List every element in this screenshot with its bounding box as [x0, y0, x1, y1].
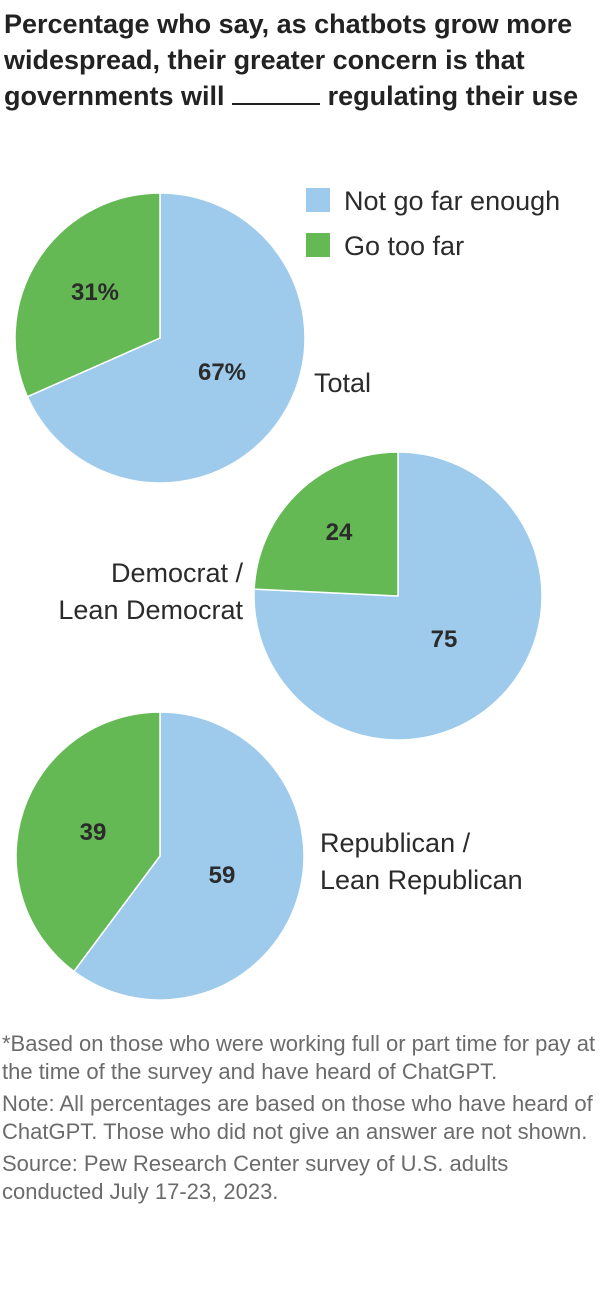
pie-value-label-2-0: 59 — [209, 862, 236, 889]
pie-series-label-line: Republican / — [320, 828, 471, 858]
title-blank — [232, 81, 321, 105]
pie-slice-1-1 — [253, 451, 399, 597]
pie-value-label-0-0: 67% — [198, 359, 246, 386]
pie-series-label-line: Lean Republican — [320, 865, 523, 895]
chart-title-part1: Percentage who say, as chatbots grow mor… — [4, 9, 573, 111]
footnotes: *Based on those who were working full or… — [2, 1030, 598, 1210]
footnote-source: Source: Pew Research Center survey of U.… — [2, 1151, 509, 1204]
footnote-note1: *Based on those who were working full or… — [2, 1031, 596, 1084]
pie-value-label-2-1: 39 — [80, 819, 107, 846]
chart-title-part2: regulating their use — [327, 81, 579, 111]
pie-slice-0-0 — [26, 192, 306, 484]
pie-series-label-line: Total — [314, 368, 371, 398]
pie-series-label-line: Democrat / — [111, 558, 244, 588]
pie-series-label-line: Lean Democrat — [58, 595, 243, 625]
pie-value-label-1-0: 75 — [431, 626, 458, 653]
legend-label-0: Not go far enough — [344, 186, 560, 216]
chart-title: Percentage who say, as chatbots grow mor… — [4, 6, 596, 114]
pie-slice-2-0 — [73, 711, 305, 1001]
legend-swatch-0 — [306, 188, 330, 212]
pie-slice-2-1 — [15, 711, 161, 973]
pie-series-label-2: Republican / Lean Republican — [320, 828, 523, 895]
legend-swatch-1 — [306, 233, 330, 257]
pie-series-label-1: Democrat / Lean Democrat — [58, 558, 243, 625]
pie-value-label-0-1: 31% — [71, 279, 119, 306]
pie-series-label-0: Total — [314, 368, 371, 398]
legend-label-1: Go too far — [344, 231, 464, 261]
footnote-note2: Note: All percentages are based on those… — [2, 1091, 593, 1144]
pie-slice-0-1 — [14, 192, 161, 398]
pie-charts: Not go far enough Go too far 67% 31% Total 75… — [14, 186, 560, 1001]
pie-value-label-1-1: 24 — [326, 519, 353, 546]
